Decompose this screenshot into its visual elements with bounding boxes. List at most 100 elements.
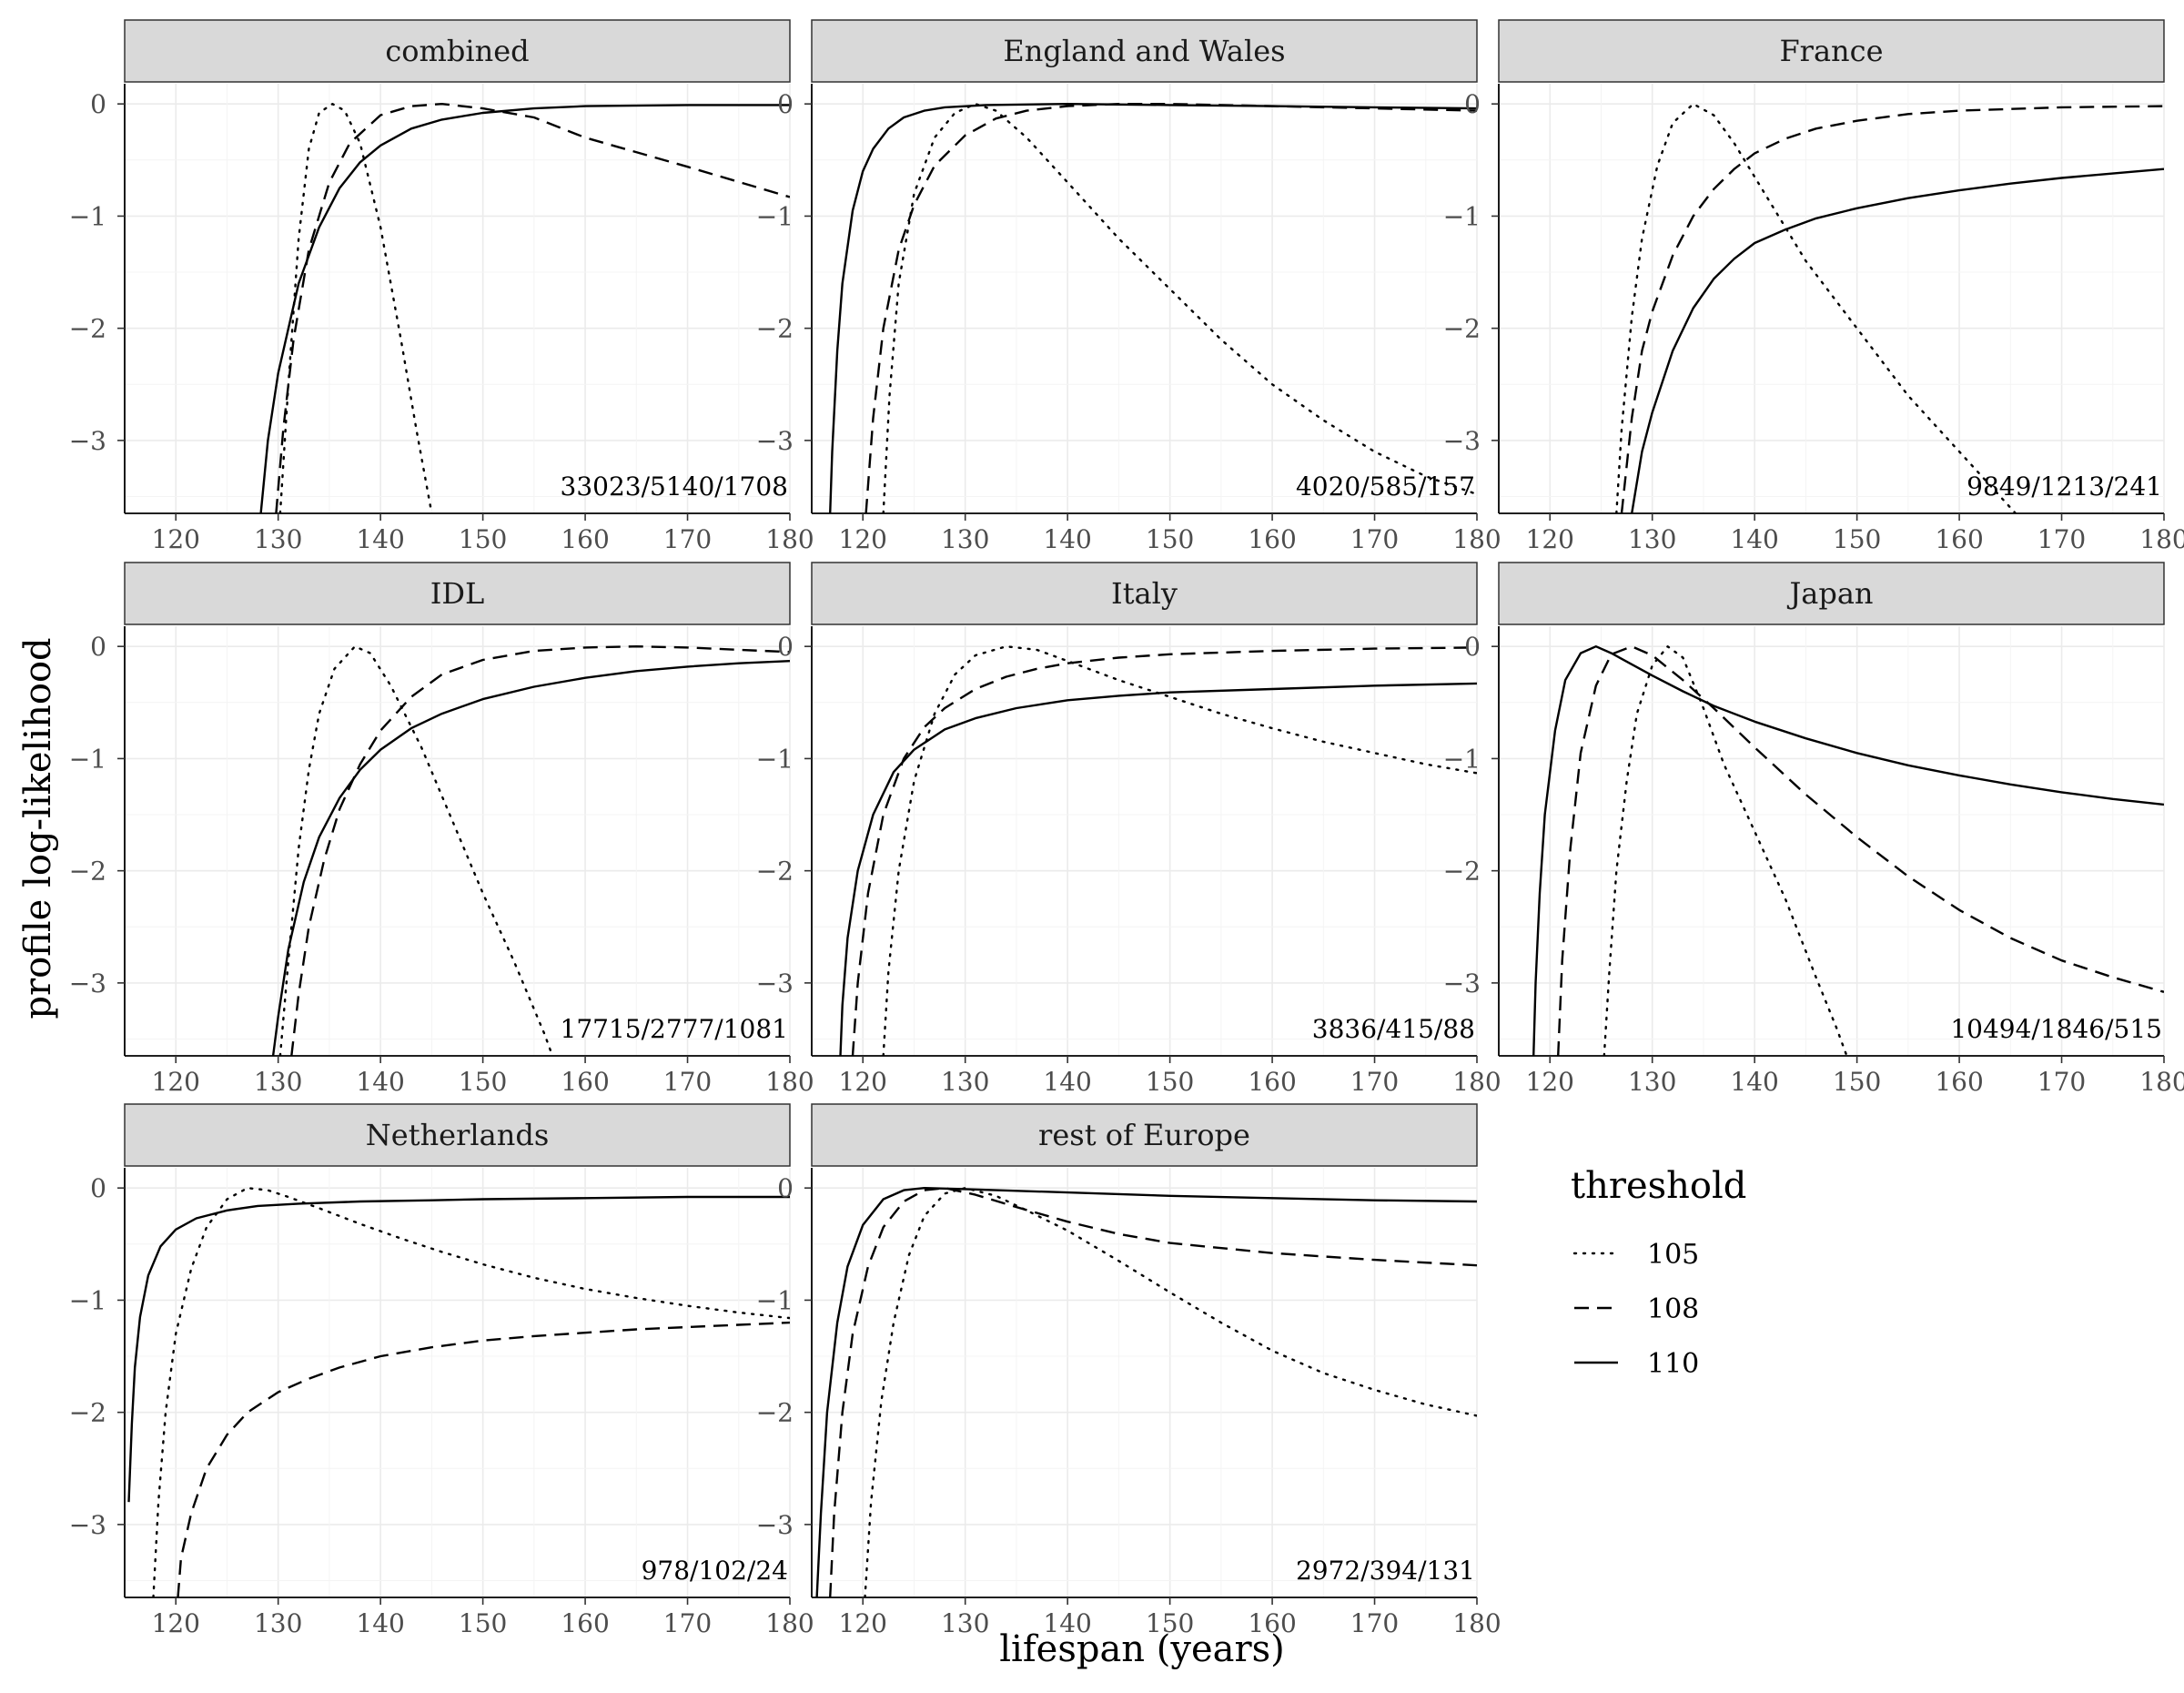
x-tick-label: 140: [1730, 1067, 1778, 1097]
x-tick-label: 130: [1628, 1067, 1676, 1097]
series-line-threshold-108: [1620, 105, 2164, 513]
y-tick-label: −2: [69, 314, 106, 344]
y-tick-label: −2: [756, 857, 794, 887]
legend-label: 110: [1647, 1348, 1699, 1380]
x-tick-label: 140: [356, 524, 404, 554]
panel-count-annotation: 2972/394/131: [1296, 1556, 1475, 1586]
panel-title: England and Wales: [1003, 34, 1285, 68]
panel-strip: [811, 19, 1478, 83]
y-tick-label: −3: [756, 426, 794, 456]
y-tick-label: −1: [69, 1285, 106, 1315]
legend-item-108: 108: [1574, 1293, 1699, 1325]
x-tick-label: 160: [1935, 524, 1983, 554]
x-tick-label: 160: [561, 524, 609, 554]
y-tick-label: −1: [756, 201, 794, 231]
x-tick-label: 130: [254, 1608, 302, 1638]
x-tick-label: 180: [765, 1608, 814, 1638]
x-tick-label: 160: [561, 1067, 609, 1097]
x-tick-label: 180: [2139, 1067, 2184, 1097]
x-tick-label: 170: [663, 524, 712, 554]
x-tick-label: 150: [459, 524, 507, 554]
grid: [812, 626, 1478, 1056]
x-tick-label: 120: [152, 524, 200, 554]
series-line-threshold-108: [290, 645, 790, 1056]
y-tick-label: −1: [1443, 744, 1481, 774]
legend-item-110: 110: [1574, 1348, 1699, 1380]
panel-count-annotation: 978/102/24: [642, 1556, 788, 1586]
series-line-threshold-108: [1557, 645, 2164, 1056]
y-tick-label: −3: [69, 1510, 106, 1540]
panel-strip: [1498, 19, 2165, 83]
series-line-threshold-110: [815, 1187, 1477, 1597]
y-tick-label: 0: [777, 632, 794, 662]
y-tick-label: −3: [1443, 968, 1481, 999]
legend-title: threshold: [1571, 1165, 1746, 1207]
panel-count-annotation: 3836/415/88: [1312, 1014, 1475, 1044]
panel-count-annotation: 33023/5140/1708: [561, 471, 788, 502]
x-tick-label: 160: [1248, 524, 1296, 554]
legend-label: 108: [1647, 1293, 1699, 1325]
x-tick-label: 130: [1628, 524, 1676, 554]
x-tick-label: 170: [1350, 524, 1399, 554]
x-tick-label: 170: [663, 1067, 712, 1097]
series-line-threshold-105: [882, 645, 1477, 1056]
panel-count-annotation: 17715/2777/1081: [561, 1014, 788, 1044]
y-tick-label: −3: [1443, 426, 1481, 456]
panel-title: Netherlands: [366, 1118, 549, 1152]
x-tick-label: 140: [1043, 524, 1091, 554]
x-tick-label: 150: [1833, 524, 1881, 554]
x-tick-label: 140: [1043, 1608, 1091, 1638]
x-tick-label: 140: [356, 1608, 404, 1638]
series-line-threshold-105: [882, 103, 1477, 513]
grid: [1499, 84, 2165, 513]
panel-count-annotation: 4020/585/157: [1296, 471, 1475, 502]
panel-1: England and Wales 120 130 140 150 160 170 180 0 −…: [756, 19, 1502, 554]
x-tick-label: 120: [839, 1608, 887, 1638]
x-tick-label: 150: [1833, 1067, 1881, 1097]
panel-7: rest of Europe 120 130 140 150 160 170 180 0 −1 −2…: [756, 1103, 1502, 1638]
panels: combined 120 130 140 150 160 170 180 0 −1 −2 −3 3302…: [69, 19, 2184, 1638]
x-tick-label: 130: [941, 1067, 989, 1097]
x-tick-label: 150: [459, 1608, 507, 1638]
y-tick-label: −1: [69, 201, 106, 231]
y-tick-label: 0: [1464, 632, 1481, 662]
x-tick-label: 120: [152, 1067, 200, 1097]
x-tick-label: 150: [1146, 1608, 1194, 1638]
x-tick-label: 140: [1043, 1067, 1091, 1097]
x-tick-label: 130: [254, 524, 302, 554]
x-tick-label: 170: [2037, 524, 2086, 554]
x-axis-title: lifespan (years): [999, 1628, 1285, 1670]
x-tick-label: 120: [839, 524, 887, 554]
y-tick-label: −2: [69, 1398, 106, 1428]
series-line-threshold-108: [864, 103, 1477, 513]
legend-item-105: 105: [1572, 1239, 1699, 1271]
x-tick-label: 150: [1146, 524, 1194, 554]
series-line-threshold-108: [829, 1187, 1477, 1597]
x-tick-label: 160: [1248, 1067, 1296, 1097]
panel-6: Netherlands 120 130 140 150 160 170 180 0 −1 −2 −3 9…: [69, 1103, 814, 1638]
y-tick-label: −2: [756, 314, 794, 344]
panel-title: rest of Europe: [1038, 1118, 1250, 1152]
y-tick-label: −1: [756, 1285, 794, 1315]
grid: [812, 1168, 1478, 1597]
panel-strip: [124, 1103, 791, 1167]
x-tick-label: 140: [1730, 524, 1778, 554]
x-tick-label: 170: [663, 1608, 712, 1638]
panel-strip: [811, 1103, 1478, 1167]
y-tick-label: 0: [1464, 89, 1481, 119]
series-line-threshold-108: [275, 103, 790, 513]
panel-count-annotation: 9849/1213/241: [1967, 471, 2162, 502]
series-line-threshold-110: [271, 660, 790, 1056]
y-tick-label: −2: [756, 1398, 794, 1428]
panel-strip: [811, 562, 1478, 625]
x-tick-label: 160: [1935, 1067, 1983, 1097]
series-line-threshold-110: [259, 104, 790, 513]
x-tick-label: 180: [765, 1067, 814, 1097]
y-tick-label: 0: [90, 1173, 106, 1203]
grid: [125, 1168, 791, 1597]
panel-strip: [124, 19, 791, 83]
x-tick-label: 180: [1452, 524, 1501, 554]
x-tick-label: 120: [152, 1608, 200, 1638]
panel-title: Japan: [1786, 576, 1873, 611]
y-tick-label: 0: [777, 89, 794, 119]
